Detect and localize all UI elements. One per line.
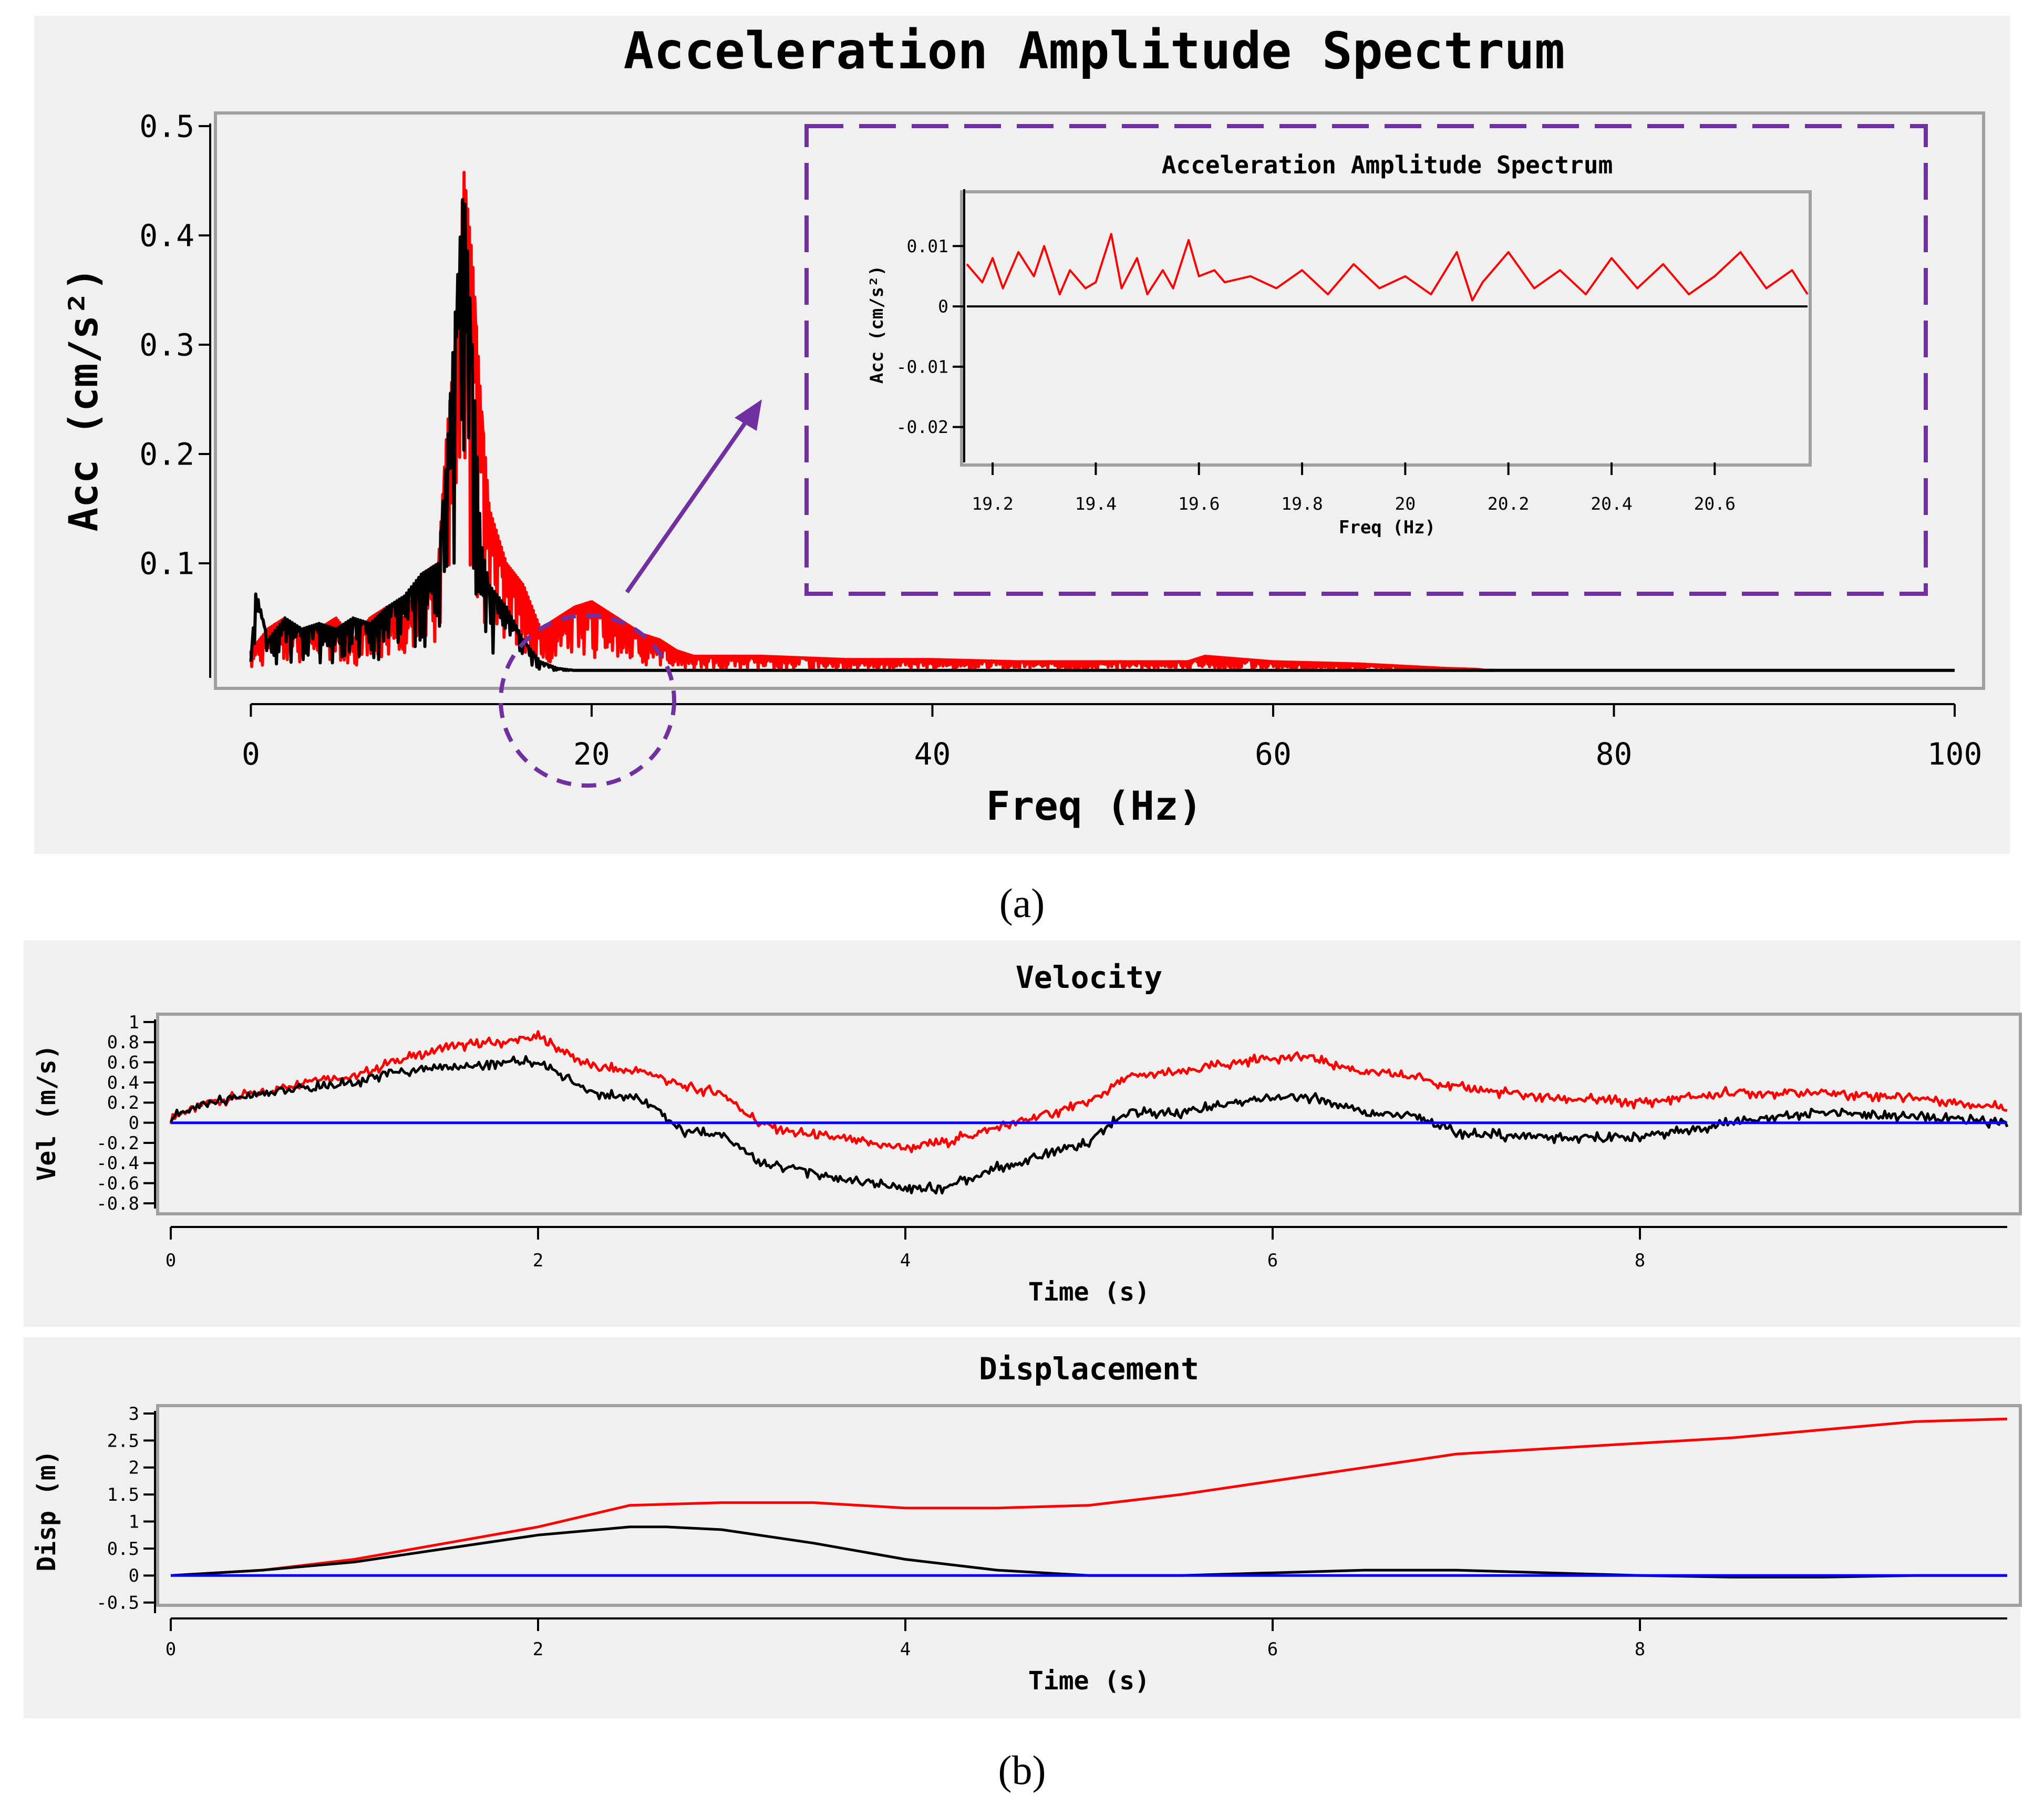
inset-x-tick-label: 20.6	[1694, 493, 1736, 514]
spectrum-series-black	[249, 198, 1955, 672]
velocity-y-tick-label: -0.6	[96, 1173, 139, 1194]
spectrum-series-red	[249, 171, 1495, 672]
displacement-y-tick-label: 2	[129, 1458, 139, 1479]
inset-chart: Acceleration Amplitude Spectrum 0.01 0 -0.0…	[866, 151, 1812, 538]
velocity-x-tick-label: 2	[533, 1250, 543, 1271]
displacement-y-tick-label: 0	[129, 1565, 139, 1586]
displacement-x-tick-label: 2	[533, 1639, 543, 1660]
velocity-y-tick-label: -0.8	[96, 1193, 139, 1214]
displacement-series-red	[170, 1417, 2008, 1577]
velocity-y-tick-label: 0.2	[107, 1092, 139, 1113]
inset-x-tick-label: 20.2	[1488, 493, 1529, 514]
inset-y-label: Acc (cm/s²)	[866, 265, 887, 384]
spectrum-chart: Acceleration Amplitude Spectrum 0.1 0.2 0.3…	[60, 22, 1985, 829]
spectrum-y-tick-label: 0.3	[139, 327, 194, 363]
displacement-y-label: Disp (m)	[32, 1450, 61, 1571]
displacement-chart: Displacement 3 2.5 2 1.5 1 0.5 0 -0.5 0 2 4 6 8 Time (…	[32, 1351, 2022, 1696]
inset-plot-frame	[960, 190, 1812, 467]
velocity-x-label: Time (s)	[1028, 1277, 1150, 1307]
displacement-y-tick-label: 1	[129, 1511, 139, 1532]
velocity-y-label: Vel (m/s)	[32, 1044, 61, 1181]
velocity-y-tick-label: 0	[129, 1113, 139, 1134]
spectrum-y-tick-label: 0.1	[139, 545, 194, 581]
inset-y-tick-label: 0.01	[907, 236, 948, 256]
velocity-series-red	[169, 1030, 2008, 1153]
inset-x-tick-label: 19.4	[1075, 493, 1117, 514]
inset-panel	[851, 139, 1823, 565]
inset-title: Acceleration Amplitude Spectrum	[1162, 151, 1613, 179]
inset-x-label: Freq (Hz)	[1339, 517, 1436, 538]
displacement-y-tick-label: -0.5	[96, 1593, 139, 1614]
displacement-x-tick-label: 8	[1635, 1639, 1645, 1660]
displacement-x-tick-label: 4	[900, 1639, 911, 1660]
zoom-arrow	[625, 416, 751, 594]
spectrum-x-tick-label: 60	[1255, 736, 1292, 772]
velocity-x-tick-label: 6	[1267, 1250, 1278, 1271]
zoom-circle	[499, 613, 676, 788]
spectrum-x-tick-label: 20	[573, 736, 610, 772]
spectrum-y-tick-label: 0.2	[139, 436, 194, 472]
velocity-y-tick-label: 0.8	[107, 1032, 139, 1053]
displacement-panel	[24, 1337, 2020, 1718]
zoom-arrow-head	[735, 399, 762, 431]
spectrum-x-tick-label: 80	[1596, 736, 1633, 772]
displacement-plot-frame	[156, 1404, 2022, 1607]
spectrum-plot-frame	[214, 111, 1985, 690]
spectrum-x-tick-label: 0	[242, 736, 260, 772]
velocity-x-tick-label: 0	[166, 1250, 176, 1271]
inset-x-tick-label: 19.8	[1281, 493, 1323, 514]
velocity-y-tick-label: -0.2	[96, 1133, 139, 1154]
displacement-x-label: Time (s)	[1028, 1666, 1150, 1696]
inset-x-tick-label: 19.6	[1178, 493, 1220, 514]
inset-x-tick-label: 19.2	[972, 493, 1013, 514]
spectrum-x-label: Freq (Hz)	[986, 782, 1203, 829]
spectrum-y-label: Acc (cm/s²)	[60, 267, 107, 531]
velocity-title: Velocity	[1016, 960, 1162, 995]
velocity-y-tick-label: 0.6	[107, 1053, 139, 1074]
inset-y-tick-label: -0.01	[896, 356, 948, 377]
spectrum-y-tick-label: 0.4	[139, 218, 194, 253]
inset-series-red	[966, 233, 1809, 302]
velocity-y-tick-label: -0.4	[96, 1153, 139, 1174]
velocity-y-tick-label: 1	[129, 1012, 139, 1033]
velocity-plot-frame	[156, 1013, 2022, 1215]
displacement-title: Displacement	[979, 1351, 1199, 1387]
displacement-x-tick-label: 6	[1267, 1639, 1278, 1660]
inset-y-tick-label: -0.02	[896, 417, 948, 437]
velocity-y-tick-label: 0.4	[107, 1072, 139, 1093]
spectrum-y-tick-label: 0.5	[139, 108, 194, 144]
displacement-y-tick-label: 1.5	[107, 1484, 139, 1505]
velocity-x-tick-label: 4	[900, 1250, 911, 1271]
caption-a: (a)	[999, 880, 1045, 926]
caption-b: (b)	[998, 1747, 1046, 1793]
velocity-series-black	[169, 1055, 2009, 1195]
inset-x-tick-label: 20.4	[1591, 493, 1632, 514]
spectrum-x-tick-label: 40	[914, 736, 951, 772]
displacement-y-tick-label: 3	[129, 1404, 139, 1425]
displacement-y-tick-label: 0.5	[107, 1539, 139, 1560]
displacement-y-tick-label: 2.5	[107, 1430, 139, 1451]
displacement-x-tick-label: 0	[166, 1639, 176, 1660]
inset-y-tick-label: 0	[938, 296, 948, 317]
spectrum-x-tick-label: 100	[1927, 736, 1983, 772]
velocity-x-tick-label: 8	[1635, 1250, 1645, 1271]
spectrum-title: Acceleration Amplitude Spectrum	[624, 22, 1565, 80]
inset-x-tick-label: 20	[1395, 493, 1416, 514]
zoom-box	[804, 124, 1928, 596]
